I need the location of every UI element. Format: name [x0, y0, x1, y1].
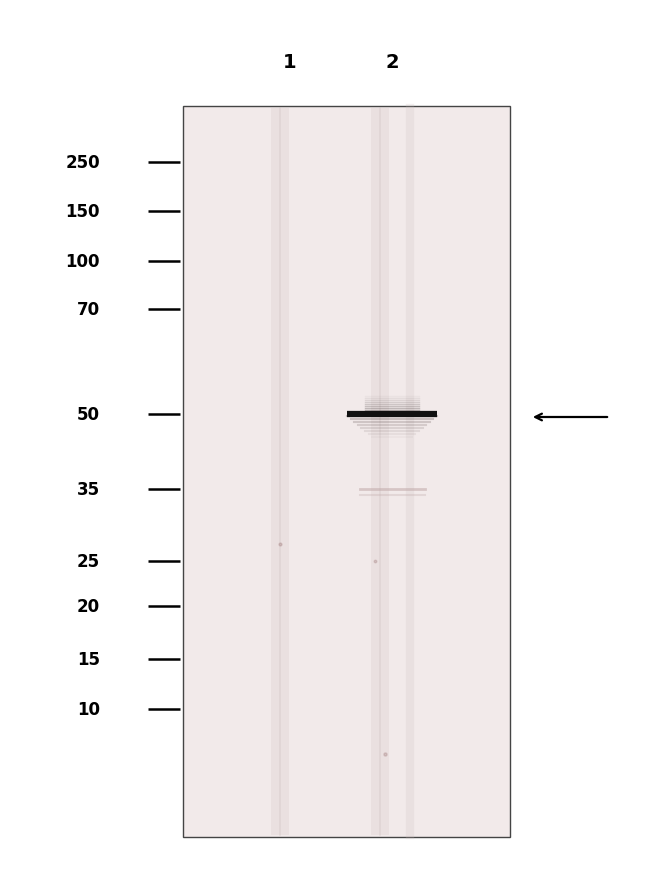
Text: 15: 15 — [77, 650, 100, 668]
Text: 250: 250 — [66, 154, 100, 172]
Text: 25: 25 — [77, 553, 100, 570]
Bar — [371, 109, 389, 835]
Text: 50: 50 — [77, 406, 100, 423]
Text: 70: 70 — [77, 301, 100, 319]
Bar — [271, 109, 289, 835]
Text: 20: 20 — [77, 597, 100, 615]
Text: 150: 150 — [66, 202, 100, 221]
Text: 35: 35 — [77, 481, 100, 499]
Text: 100: 100 — [66, 253, 100, 270]
Text: 1: 1 — [283, 52, 297, 71]
Bar — [183, 107, 510, 837]
Text: 2: 2 — [385, 52, 399, 71]
Text: 10: 10 — [77, 700, 100, 718]
